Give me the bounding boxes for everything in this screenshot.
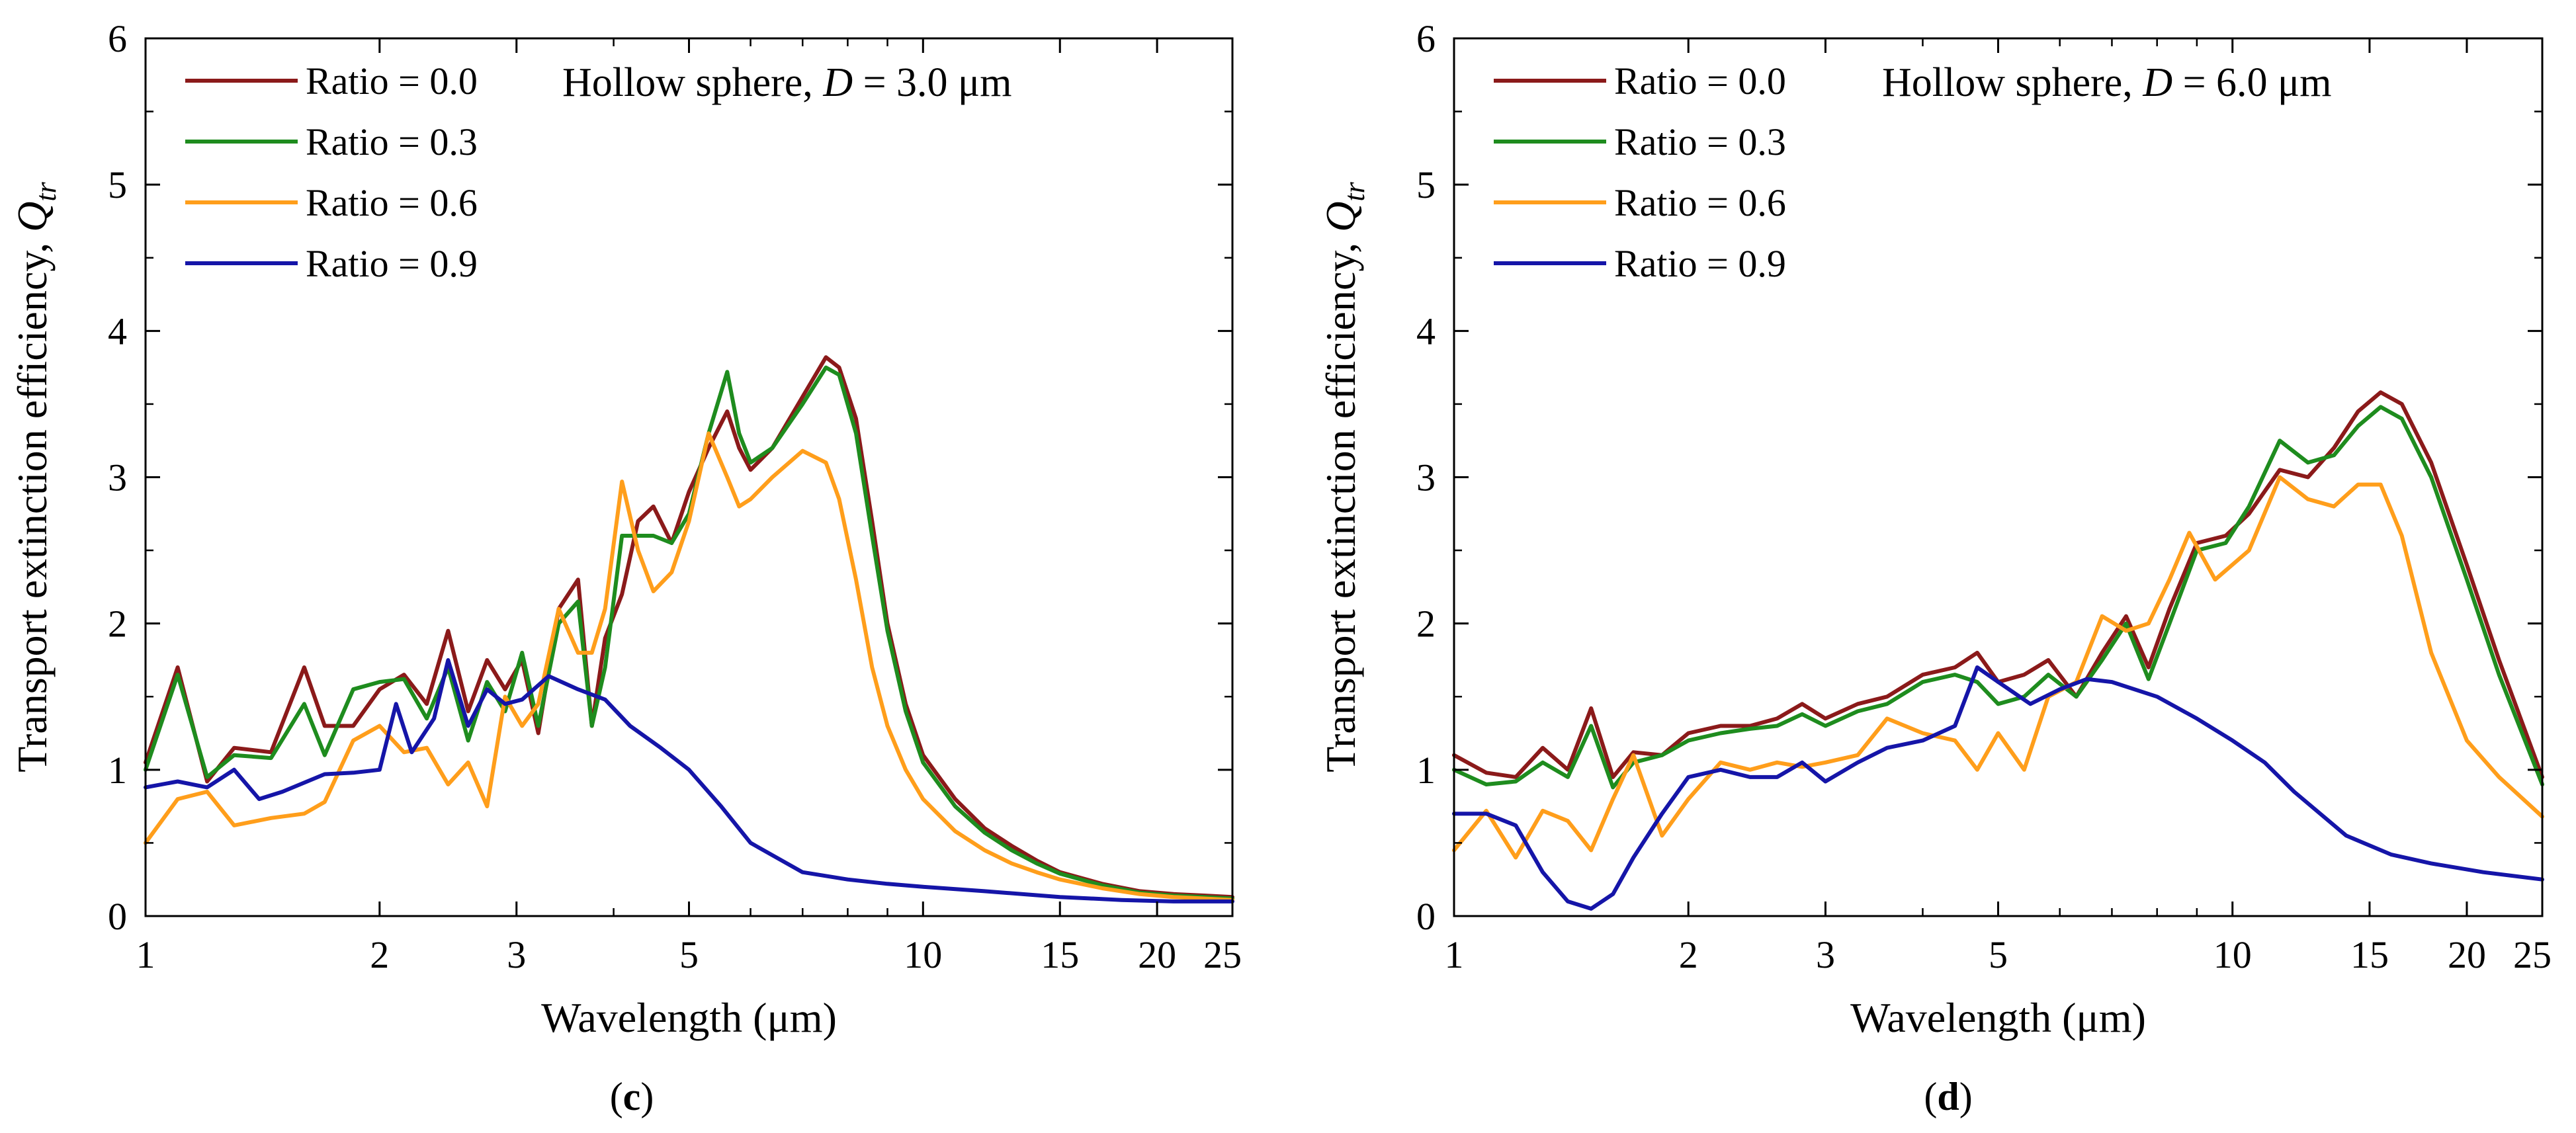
panel-tag-open: (	[610, 1075, 623, 1118]
series-line-03	[1452, 405, 2544, 790]
y-tick-label: 2	[108, 603, 127, 646]
y-tick-label: 4	[108, 310, 127, 353]
legend-label: Ratio = 0.9	[306, 242, 478, 285]
x-tick-label: 3	[1816, 933, 1835, 976]
series-line-09	[144, 658, 1234, 903]
y-tick-label: 1	[1416, 749, 1436, 792]
x-tick-label: 20	[1138, 933, 1176, 976]
y-tick-label: 4	[1416, 310, 1436, 353]
y-tick-label: 3	[1416, 456, 1436, 499]
x-tick-label: 25	[2513, 933, 2552, 976]
annotation-var: D	[2142, 60, 2172, 105]
y-tick-label: 1	[108, 749, 127, 792]
y-tick-label: 0	[108, 895, 127, 938]
x-tick-label: 1	[1445, 933, 1464, 976]
x-tick-label: 5	[679, 933, 699, 976]
panel-tag: (c)	[610, 1075, 654, 1118]
series-line-06	[144, 431, 1234, 902]
panel-tag-letter: d	[1937, 1075, 1959, 1118]
y-tick-label: 2	[1416, 603, 1436, 646]
legend-label: Ratio = 0.0	[1614, 60, 1786, 103]
y-axis-title-text: Transport extinction efficiency,	[1317, 232, 1364, 773]
annotation-suffix: = 6.0 μm	[2172, 60, 2331, 105]
x-tick-label: 5	[1989, 933, 2008, 976]
x-tick-label: 20	[2448, 933, 2486, 976]
x-axis-title: Wavelength (μm)	[541, 994, 837, 1041]
y-axis-title: Transport extinction efficiency, Qtr	[1317, 181, 1371, 772]
y-tick-label: 5	[1416, 163, 1436, 206]
panel-tag-close: )	[640, 1075, 654, 1118]
y-axis-title-symbol: Q	[9, 202, 56, 232]
panel-tag-close: )	[1959, 1075, 1973, 1118]
annotation-prefix: Hollow sphere,	[1882, 60, 2143, 105]
legend-label: Ratio = 0.6	[1614, 181, 1786, 224]
series-line-06	[1452, 475, 2544, 860]
legend-label: Ratio = 0.6	[306, 181, 478, 224]
series-line-00	[144, 355, 1234, 900]
series-line-09	[1452, 665, 2544, 911]
series-line-03	[144, 365, 1234, 901]
y-axis-title-subscript: tr	[1338, 181, 1371, 201]
annotation: Hollow sphere, D = 3.0 μm	[562, 60, 1012, 105]
y-axis-title-subscript: tr	[30, 181, 62, 201]
legend-label: Ratio = 0.3	[306, 120, 478, 163]
y-axis-title-text: Transport extinction efficiency,	[9, 232, 56, 773]
annotation-prefix: Hollow sphere,	[562, 60, 823, 105]
x-tick-label: 2	[370, 933, 389, 976]
legend-label: Ratio = 0.9	[1614, 242, 1786, 285]
x-tick-label: 10	[2213, 933, 2252, 976]
plot-frame	[144, 37, 1234, 917]
panel-tag-letter: c	[623, 1075, 641, 1118]
annotation-var: D	[822, 60, 853, 105]
y-tick-label: 6	[1416, 17, 1436, 60]
x-axis-title: Wavelength (μm)	[1850, 994, 2146, 1041]
y-tick-label: 6	[108, 17, 127, 60]
x-tick-label: 3	[507, 933, 526, 976]
series-line-00	[1452, 390, 2544, 779]
x-tick-label: 10	[904, 933, 942, 976]
x-tick-label: 15	[2350, 933, 2389, 976]
x-tick-label: 15	[1041, 933, 1079, 976]
y-tick-label: 3	[108, 456, 127, 499]
legend-label: Ratio = 0.0	[306, 60, 478, 103]
panel-tag: (d)	[1924, 1075, 1972, 1118]
panel-tag-open: (	[1924, 1075, 1937, 1118]
annotation: Hollow sphere, D = 6.0 μm	[1882, 60, 2332, 105]
x-tick-label: 25	[1203, 933, 1242, 976]
x-tick-label: 1	[136, 933, 155, 976]
y-tick-label: 5	[108, 163, 127, 206]
y-axis-title-symbol: Q	[1317, 202, 1364, 232]
x-tick-label: 2	[1679, 933, 1698, 976]
y-tick-label: 0	[1416, 895, 1436, 938]
legend-label: Ratio = 0.3	[1614, 120, 1786, 163]
annotation-suffix: = 3.0 μm	[853, 60, 1011, 105]
y-axis-title: Transport extinction efficiency, Qtr	[9, 181, 62, 772]
